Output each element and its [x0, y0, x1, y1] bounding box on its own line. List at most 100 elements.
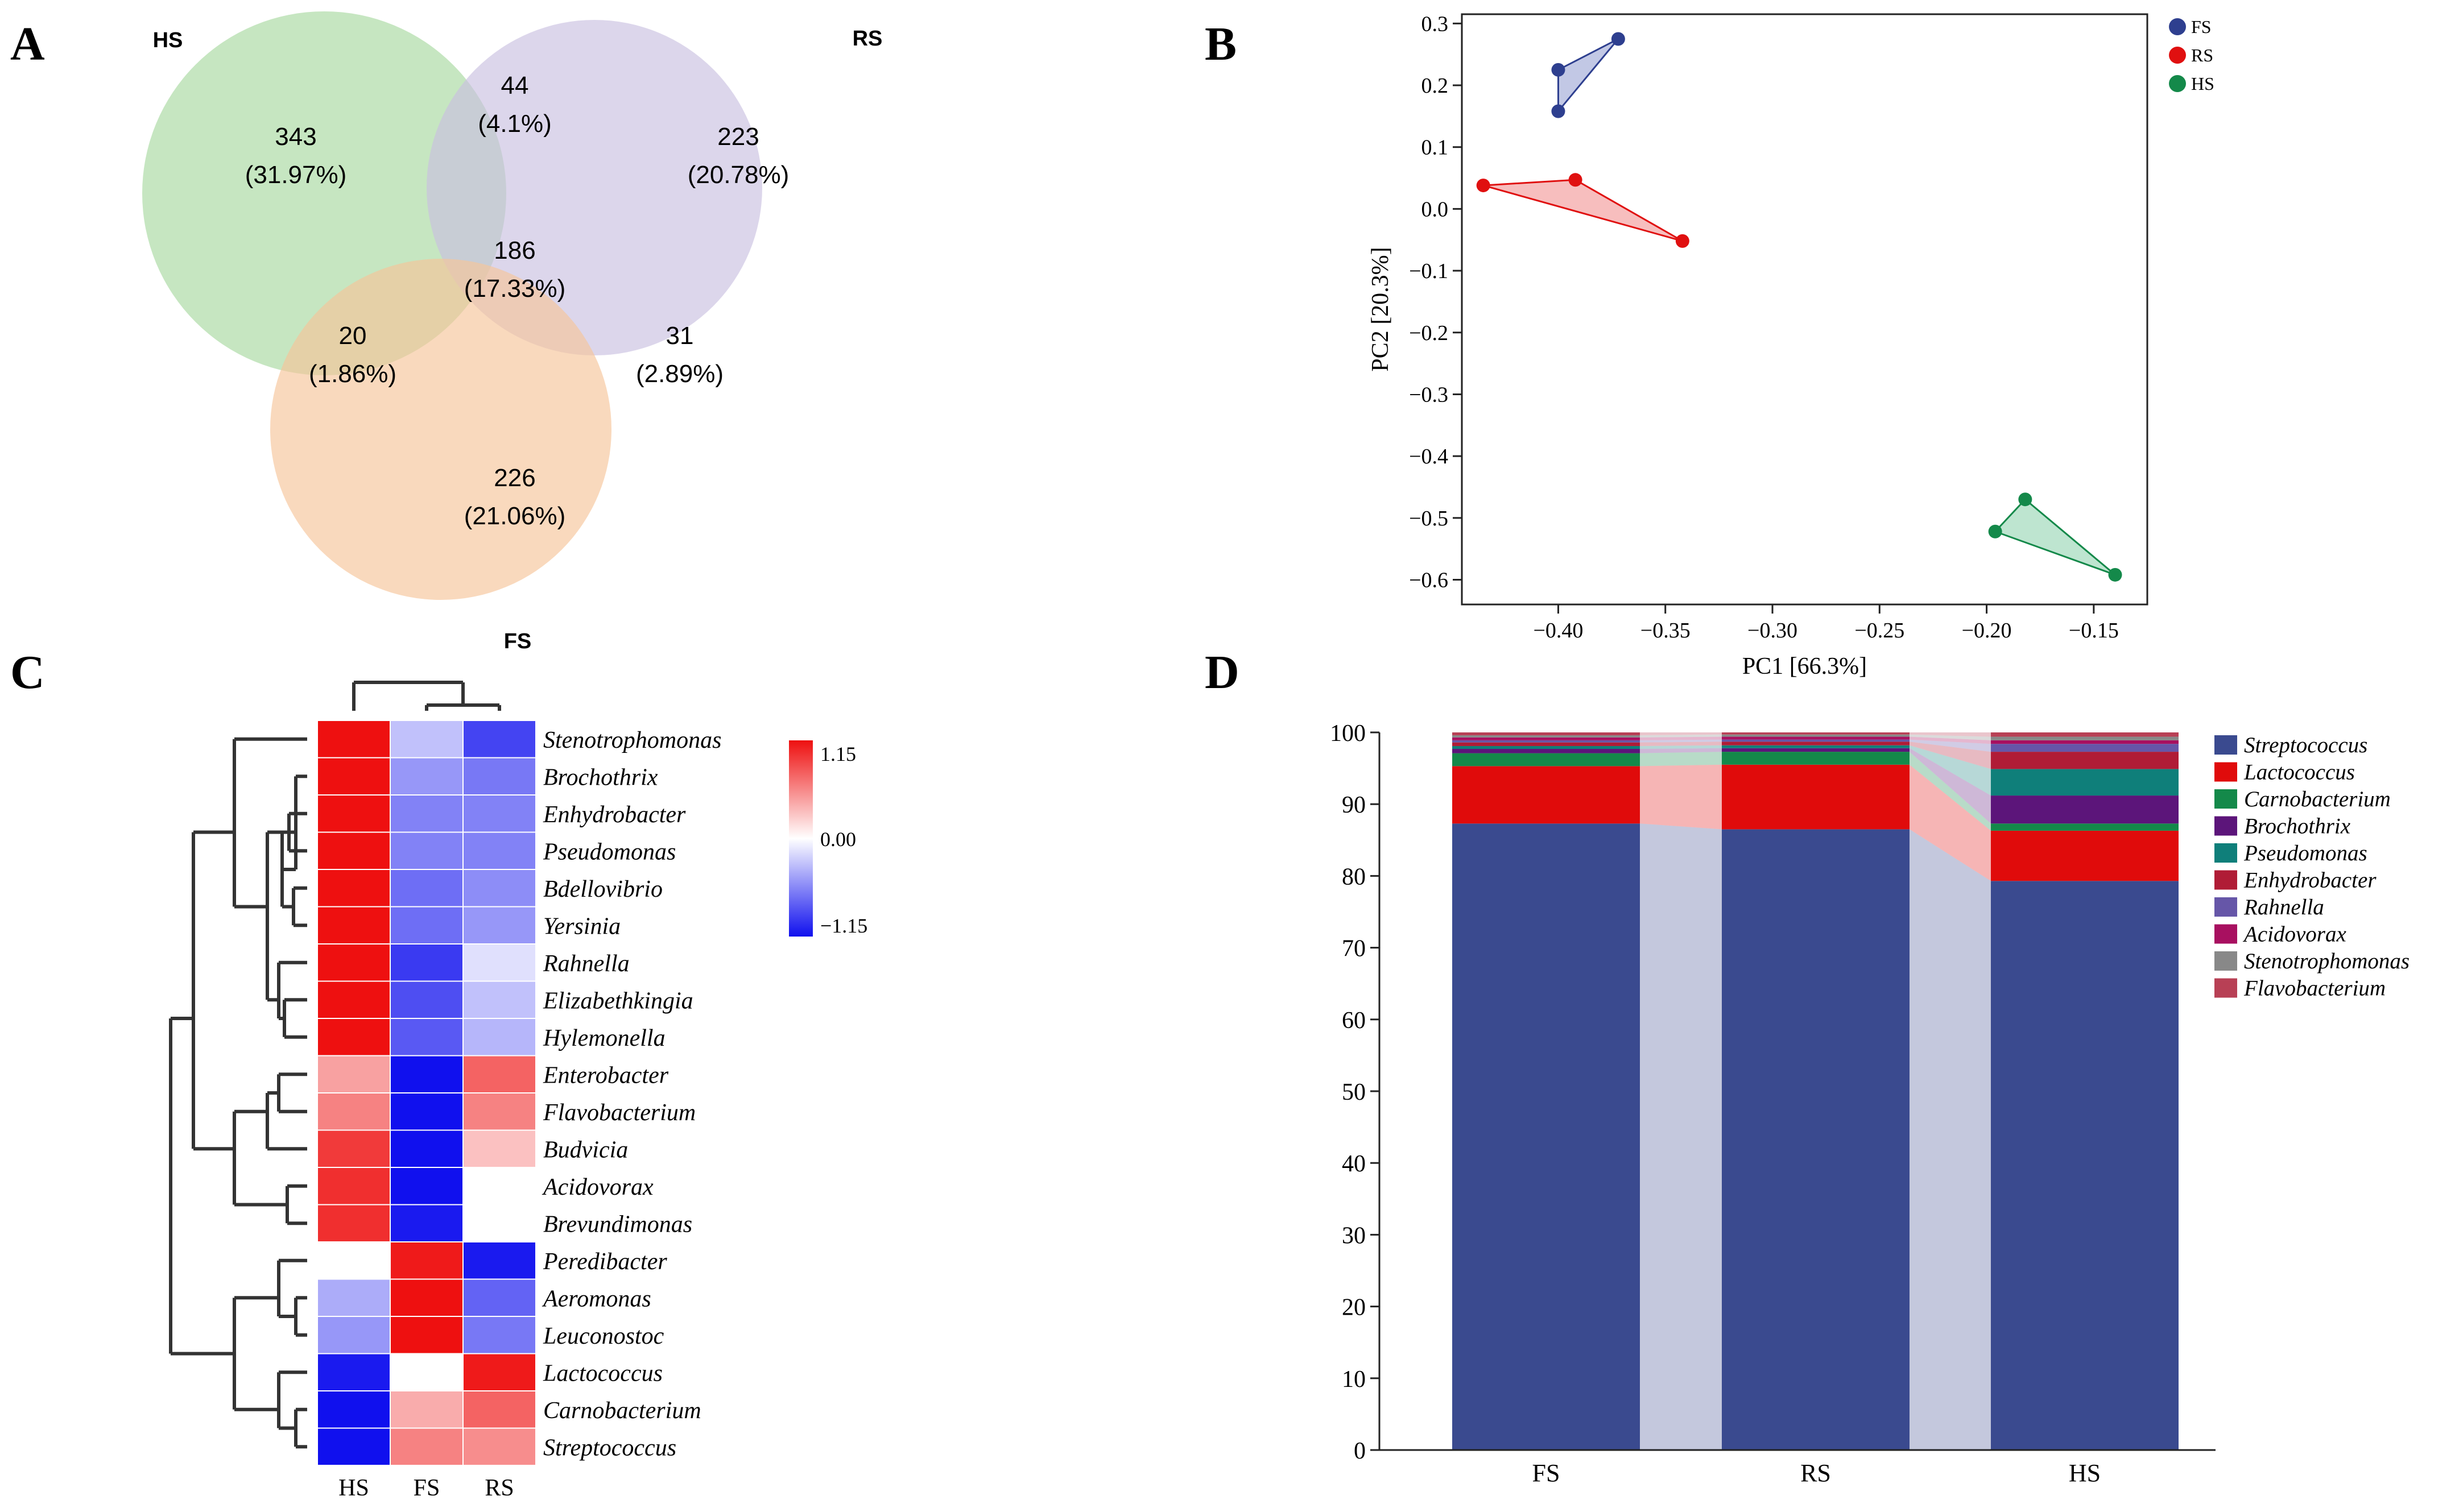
heatmap-column-label: RS: [485, 1475, 514, 1501]
heatmap-row-label: Budvicia: [543, 1137, 628, 1163]
heatmap-cell: [462, 794, 536, 833]
heatmap-cell: [317, 1390, 391, 1429]
heatmap-row-label: Flavobacterium: [543, 1100, 696, 1126]
heatmap-colorbar-label: −1.15: [820, 914, 867, 937]
heatmap-row-label: Hylemonella: [543, 1025, 666, 1051]
heatmap-row-label: Brochothrix: [543, 764, 658, 790]
heatmap-row-label: Brevundimonas: [543, 1211, 692, 1237]
venn-region-percent: (17.33%): [464, 275, 566, 303]
pca-legend-marker-fs: [2169, 18, 2186, 35]
heatmap-cell: [462, 1316, 536, 1354]
bar-flow-carnobacterium: [1640, 752, 1722, 767]
venn-region-percent: (20.78%): [688, 161, 790, 189]
pca-y-tick-label: −0.1: [1409, 259, 1448, 283]
heatmap-cell: [390, 1167, 464, 1206]
bar-flow-flavobacterium: [1640, 732, 1722, 736]
heatmap-cell: [317, 943, 391, 982]
pca-y-tick-label: 0.1: [1421, 136, 1449, 160]
bar-segment-enhydrobacter: [1722, 741, 1910, 745]
bar-segment-brochothrix: [1452, 749, 1640, 753]
pca-y-axis-label: PC2 [20.3%]: [1367, 247, 1394, 371]
bar-segment-carnobacterium: [1452, 753, 1640, 767]
bar-flow-brochothrix: [1640, 748, 1722, 753]
bar-segment-pseudomonas: [1722, 745, 1910, 748]
pca-y-tick-label: −0.4: [1409, 445, 1448, 469]
pca-point-hs: [1988, 524, 2002, 538]
bar-segment-streptococcus: [1722, 829, 1910, 1450]
bar-flow-lactococcus: [1640, 764, 1722, 830]
bar-legend-label: Pseudomonas: [2243, 841, 2367, 865]
heatmap-cell: [390, 1427, 464, 1466]
venn-region-percent: (21.06%): [464, 502, 566, 530]
heatmap-cell: [317, 831, 391, 870]
heatmap-cell: [317, 1204, 391, 1242]
heatmap-cell: [390, 831, 464, 870]
bar-legend-label: Rahnella: [2243, 895, 2324, 919]
bar-y-tick-label: 30: [1342, 1223, 1366, 1249]
heatmap-cell: [390, 980, 464, 1019]
bar-flow-acidovorax: [1640, 736, 1722, 740]
bar-legend-swatch-streptococcus: [2214, 735, 2237, 755]
bar-segment-enhydrobacter: [1452, 742, 1640, 746]
venn-set-label-hs: HS: [153, 28, 183, 52]
bar-segment-lactococcus: [1722, 764, 1910, 830]
bar-y-tick-label: 70: [1342, 936, 1366, 962]
bar-legend-swatch-carnobacterium: [2214, 789, 2237, 809]
venn-region-count: 223: [717, 123, 759, 151]
bar-segment-rahnella: [1991, 744, 2179, 752]
pca-x-tick-label: −0.35: [1640, 619, 1691, 643]
bar-legend-label: Brochothrix: [2244, 814, 2351, 839]
bar-flow-lactococcus: [1910, 764, 1991, 881]
heatmap-cell: [462, 1353, 536, 1391]
heatmap-row-label: Pseudomonas: [543, 839, 676, 865]
pca-x-tick-label: −0.30: [1747, 619, 1797, 643]
pca-legend-label: RS: [2191, 45, 2213, 65]
heatmap-cell: [390, 1390, 464, 1429]
heatmap-cell: [462, 1167, 536, 1206]
pca-plot-frame: [1461, 13, 2148, 606]
pca-y-tick-label: −0.3: [1409, 383, 1448, 407]
heatmap-cell: [317, 1055, 391, 1093]
pca-point-fs: [1551, 63, 1565, 77]
heatmap-cell: [462, 1055, 536, 1093]
venn-region-count: 31: [666, 322, 694, 350]
heatmap-row-label: Elizabethkingia: [543, 988, 693, 1014]
bar-segment-lactococcus: [1452, 766, 1640, 824]
bar-segment-streptococcus: [1991, 881, 2179, 1450]
pca-point-fs: [1551, 104, 1565, 118]
bar-legend-label: Streptococcus: [2244, 733, 2367, 757]
bar-segment-flavobacterium: [1452, 732, 1640, 736]
bar-segment-stenotrophomonas: [1452, 735, 1640, 738]
pca-x-tick-label: −0.15: [2069, 619, 2119, 643]
bar-flow-enhydrobacter: [1910, 741, 1991, 769]
pca-plot: −0.40 −0.35 −0.30 −0.25 −0.20 −0.15 0.3 0.2 0.1 0…: [1367, 12, 2214, 680]
pca-legend-marker-rs: [2169, 47, 2186, 64]
bar-segment-carnobacterium: [1991, 823, 2179, 831]
heatmap-row-label: Acidovorax: [542, 1174, 654, 1200]
venn-set-label-rs: RS: [853, 27, 883, 51]
heatmap-row-label: Leuconostoc: [543, 1323, 664, 1349]
bar-segment-brochothrix: [1991, 796, 2179, 824]
pca-point-fs: [1611, 32, 1625, 46]
venn-diagram: HS RS FS 343 (31.97%) 44 (4.1%) 223 (20.78%) 186 (…: [142, 11, 882, 653]
heatmap-row-label: Aeromonas: [542, 1286, 651, 1312]
bar-legend-label: Stenotrophomonas: [2244, 949, 2410, 974]
heatmap-cell: [317, 1167, 391, 1206]
venn-region-count: 44: [501, 72, 529, 100]
heatmap: Stenotrophomonas Brochothrix Enhydrobacter…: [169, 681, 867, 1501]
bar-segment-pseudomonas: [1991, 769, 2179, 796]
heatmap-column-label: HS: [338, 1475, 369, 1501]
bar-legend-swatch-enhydrobacter: [2214, 870, 2237, 890]
bar-legend-swatch-rahnella: [2214, 897, 2237, 917]
heatmap-cell: [317, 1353, 391, 1391]
heatmap-row-label: Streptococcus: [543, 1435, 676, 1461]
bar-legend-swatch-stenotrophomonas: [2214, 951, 2237, 971]
heatmap-cell: [390, 1055, 464, 1093]
bar-flow-stenotrophomonas: [1910, 734, 1991, 740]
bar-y-tick-label: 10: [1342, 1366, 1366, 1393]
heatmap-cell: [317, 1092, 391, 1131]
heatmap-cell: [462, 906, 536, 945]
heatmap-row-label: Enhydrobacter: [543, 802, 686, 828]
bar-y-tick-label: 0: [1354, 1438, 1366, 1464]
